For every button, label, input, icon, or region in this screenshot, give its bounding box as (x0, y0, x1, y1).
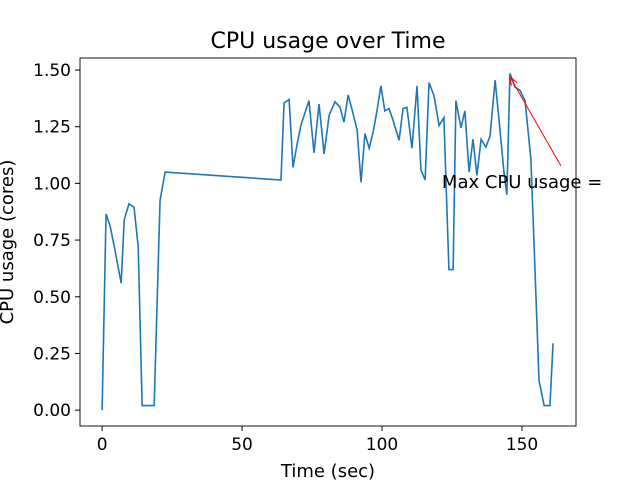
annotation-arrow (509, 76, 562, 167)
x-tick-label: 100 (366, 435, 398, 455)
y-tick-label: 0.25 (33, 344, 71, 364)
annotation-text: Max CPU usage = (442, 172, 602, 193)
x-axis-label: Time (sec) (280, 461, 375, 480)
x-tick-label: 150 (506, 435, 538, 455)
y-tick-label: 1.50 (33, 61, 71, 81)
y-tick-label: 0.75 (33, 231, 71, 251)
x-tick-label: 0 (97, 435, 108, 455)
annotation-arrowhead (509, 75, 518, 86)
y-tick-label: 1.25 (33, 118, 71, 138)
y-tick-label: 0.50 (33, 288, 71, 308)
line (101, 73, 554, 411)
x-tick-label: 50 (231, 435, 253, 455)
y-tick-label: 0.00 (33, 401, 71, 421)
y-tick-label: 1.00 (33, 174, 71, 194)
y-axis-label: CPU usage (cores) (0, 160, 18, 325)
chart-title: CPU usage over Time (211, 29, 446, 54)
plot-frame (79, 57, 577, 427)
